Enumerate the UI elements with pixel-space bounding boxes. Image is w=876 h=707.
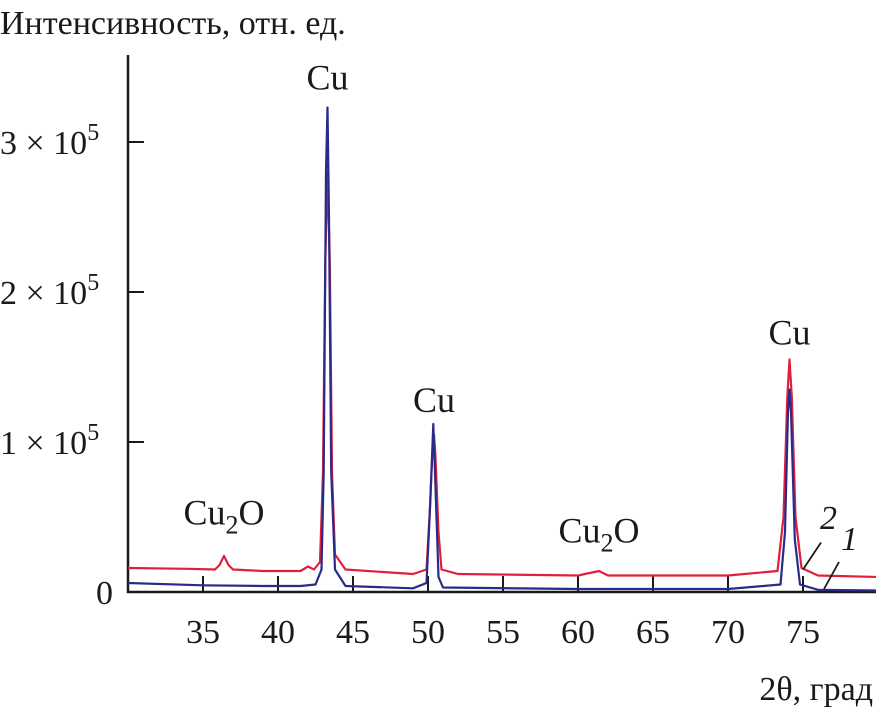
peak-label: Cu2O xyxy=(558,511,639,558)
series-label: 2 xyxy=(820,500,837,537)
x-tick-label: 65 xyxy=(636,614,670,651)
x-tick-label: 45 xyxy=(336,614,370,651)
x-tick-label: 35 xyxy=(186,614,220,651)
peak-label: Cu xyxy=(306,58,348,98)
x-tick-label: 75 xyxy=(786,614,820,651)
y-tick-label: 0 xyxy=(96,575,113,612)
x-axis-label: 2θ, град xyxy=(759,671,873,707)
series-label: 1 xyxy=(841,521,858,558)
y-tick-label: 1 × 105 xyxy=(0,420,99,462)
y-axis-label: Интенсивность, отн. ед. xyxy=(0,5,346,42)
peak-label: Cu xyxy=(413,380,455,420)
series-line-1 xyxy=(127,106,876,592)
y-tick-label: 2 × 105 xyxy=(0,270,99,312)
series-leader-line xyxy=(823,561,840,590)
y-tick-label: 3 × 105 xyxy=(0,120,99,162)
series-leader-line xyxy=(802,542,822,570)
peak-label: Cu xyxy=(768,313,810,353)
peak-label: Cu2O xyxy=(183,493,264,540)
x-tick-label: 70 xyxy=(711,614,745,651)
x-tick-label: 55 xyxy=(486,614,520,651)
x-tick-label: 60 xyxy=(561,614,595,651)
x-tick-label: 40 xyxy=(261,614,295,651)
x-tick-label: 50 xyxy=(411,614,445,651)
